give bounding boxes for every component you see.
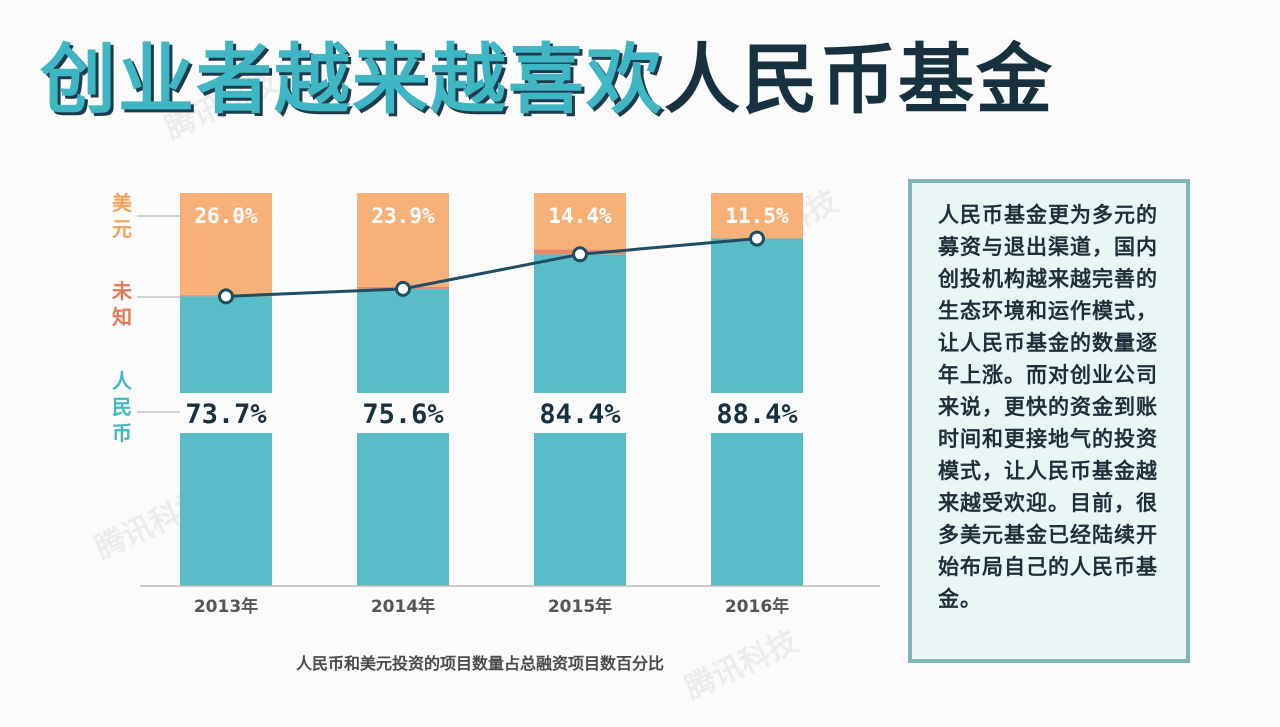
side-label-usd: 美元 [112,191,133,241]
bar-usd [357,193,449,287]
bar-usd [180,193,272,296]
x-tick-label: 2016年 [725,596,789,617]
x-tick-label: 2013年 [194,596,258,617]
x-tick-label: 2014年 [371,596,435,617]
title-part-2: 人民币基金 [664,35,1054,124]
side-labels: 美元 未知 人民币 [112,191,180,445]
data-label-rmb: 88.4% [716,399,798,430]
trend-point [572,246,588,263]
x-tick-label: 2015年 [548,596,612,617]
page-title: 创业者越来越喜欢 人民币基金 [40,18,1054,128]
data-label-rmb: 75.6% [362,399,444,430]
title-part-1: 创业者越来越喜欢 [40,35,664,124]
bar-label-band [180,393,272,433]
side-label-rmb: 人民币 [112,369,133,445]
data-label-rmb: 84.4% [539,399,621,430]
data-label-usd: 14.4% [548,204,612,228]
data-label-usd: 11.5% [725,204,789,228]
bar-usd [534,193,626,250]
bar-rmb [357,288,449,586]
note-text: 人民币基金更为多元的募资与退出渠道，国内创投机构越来越完善的生态环境和运作模式，… [938,203,1158,611]
trend-point [218,288,234,305]
data-label-usd: 23.9% [371,204,435,228]
side-label-unknown: 未知 [112,279,132,329]
trend-point [749,230,765,247]
bar-label-band [357,393,449,433]
bar-label-band [711,393,803,433]
data-label-rmb: 73.7% [185,399,267,430]
trend-line [225,237,758,298]
trend-point [395,280,411,297]
chart-caption: 人民币和美元投资的项目数量占总融资项目数百分比 [295,654,664,673]
bar-label-band [534,393,626,433]
data-label-usd: 26.0% [194,204,258,228]
bar-rmb [180,296,272,586]
note-box: 人民币基金更为多元的募资与退出渠道，国内创投机构越来越完善的生态环境和运作模式，… [908,179,1190,663]
